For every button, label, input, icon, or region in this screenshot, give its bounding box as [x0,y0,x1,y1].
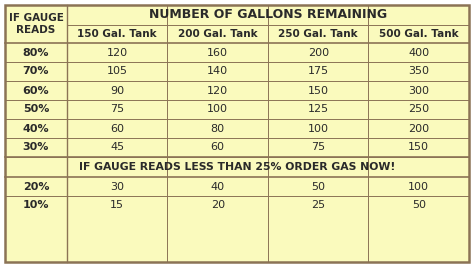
Text: 45: 45 [110,143,124,152]
Bar [67,81,167,100]
Bar [67,100,167,119]
Bar [5,196,67,215]
Text: 120: 120 [107,48,128,57]
Text: 350: 350 [408,66,429,77]
Text: 200 Gal. Tank: 200 Gal. Tank [178,29,257,39]
Bar [167,177,268,196]
Text: 75: 75 [110,104,124,115]
Bar [5,81,67,100]
Bar [268,177,368,196]
Text: 250: 250 [408,104,429,115]
Text: 100: 100 [207,104,228,115]
Text: 10%: 10% [23,201,49,210]
Text: 100: 100 [408,182,429,191]
Text: 160: 160 [207,48,228,57]
Bar [368,25,469,43]
Text: 15: 15 [110,201,124,210]
Text: 140: 140 [207,66,228,77]
Bar [268,100,368,119]
Bar [268,62,368,81]
Text: 60%: 60% [23,85,49,96]
Text: 70%: 70% [23,66,49,77]
Text: 50%: 50% [23,104,49,115]
Text: 40: 40 [210,182,225,191]
Bar [5,62,67,81]
Text: 150: 150 [408,143,429,152]
Text: IF GAUGE READS LESS THAN 25% ORDER GAS NOW!: IF GAUGE READS LESS THAN 25% ORDER GAS N… [79,162,395,172]
Text: 20: 20 [210,201,225,210]
Bar [5,177,67,196]
Text: 20%: 20% [23,182,49,191]
Text: 250 Gal. Tank: 250 Gal. Tank [278,29,358,39]
Bar [167,119,268,138]
Bar [167,43,268,62]
Bar [368,177,469,196]
Bar [368,62,469,81]
Text: 30: 30 [110,182,124,191]
Bar [67,43,167,62]
Bar [268,25,368,43]
Bar [5,138,67,157]
Text: 75: 75 [311,143,325,152]
Bar [368,138,469,157]
Bar [268,81,368,100]
Bar [5,157,469,177]
Bar [368,100,469,119]
Bar [67,5,469,25]
Bar [368,81,469,100]
Text: 105: 105 [107,66,128,77]
Text: 150 Gal. Tank: 150 Gal. Tank [77,29,157,39]
Bar [67,25,167,43]
Bar [268,138,368,157]
Text: 60: 60 [211,143,225,152]
Text: 100: 100 [308,124,329,134]
Text: 200: 200 [408,124,429,134]
Bar [167,25,268,43]
Bar [67,119,167,138]
Text: NUMBER OF GALLONS REMAINING: NUMBER OF GALLONS REMAINING [149,9,387,22]
Text: 90: 90 [110,85,124,96]
Bar [167,100,268,119]
Text: 50: 50 [311,182,325,191]
Bar [67,62,167,81]
Text: 125: 125 [308,104,329,115]
Text: 400: 400 [408,48,429,57]
Bar [167,81,268,100]
Bar [368,43,469,62]
Text: IF GAUGE
READS: IF GAUGE READS [9,13,64,35]
Bar [368,196,469,215]
Bar [5,119,67,138]
Text: 60: 60 [110,124,124,134]
Text: 50: 50 [412,201,426,210]
Text: 30%: 30% [23,143,49,152]
Text: 120: 120 [207,85,228,96]
Text: 300: 300 [408,85,429,96]
Bar [67,138,167,157]
Bar [268,43,368,62]
Text: 175: 175 [308,66,329,77]
Bar [268,119,368,138]
Text: 80: 80 [210,124,225,134]
Bar [5,100,67,119]
Bar [5,5,67,43]
Text: 25: 25 [311,201,325,210]
Text: 40%: 40% [23,124,49,134]
Text: 150: 150 [308,85,329,96]
Bar [67,196,167,215]
Bar [5,43,67,62]
Text: 200: 200 [308,48,329,57]
Bar [368,119,469,138]
Bar [167,138,268,157]
Bar [268,196,368,215]
Bar [67,177,167,196]
Bar [167,196,268,215]
Text: 80%: 80% [23,48,49,57]
Text: 500 Gal. Tank: 500 Gal. Tank [379,29,458,39]
Bar [167,62,268,81]
